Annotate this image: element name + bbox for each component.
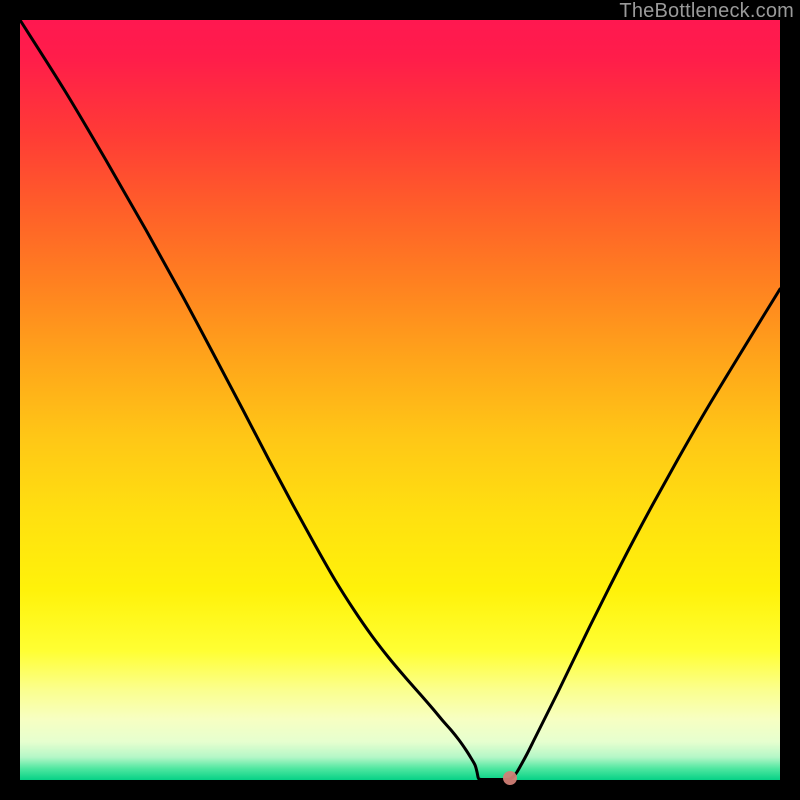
optimal-point-marker[interactable] (503, 771, 517, 785)
watermark-text: TheBottleneck.com (619, 0, 794, 23)
bottleneck-curve (20, 20, 780, 780)
plot-area (20, 20, 780, 780)
chart-container: TheBottleneck.com (0, 0, 800, 800)
curve-layer (20, 20, 780, 780)
